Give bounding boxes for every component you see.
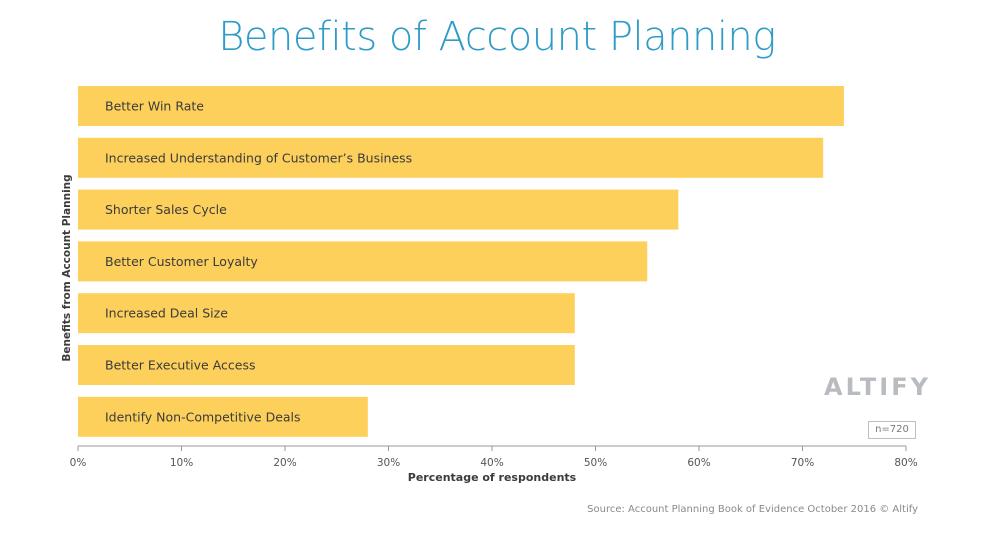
x-tick-label: 80% [894,457,917,469]
bar-label: Increased Understanding of Customer’s Bu… [105,150,412,165]
sample-size-badge: n=720 [868,421,916,439]
x-tick-label: 10% [170,457,193,469]
x-tick-label: 70% [791,457,814,469]
bar-label: Identify Non-Competitive Deals [105,409,301,424]
x-tick-label: 20% [273,457,296,469]
x-tick-label: 0% [70,457,87,469]
source-note: Source: Account Planning Book of Evidenc… [587,504,918,515]
x-tick-label: 30% [377,457,400,469]
bar [78,86,844,126]
bar [78,189,679,230]
x-tick-label: 60% [687,457,710,469]
bar [78,293,575,334]
y-axis-label: Benefits from Account Planning [61,174,73,362]
bar-label: Shorter Sales Cycle [105,202,227,217]
altify-logo: ALTIFY [824,373,931,401]
bar-label: Better Executive Access [105,358,256,373]
x-tick-label: 40% [480,457,503,469]
bar [78,241,648,282]
bar-label: Increased Deal Size [105,306,228,321]
x-axis-label: Percentage of respondents [407,471,577,484]
x-axis-ticks: 0% 10% 20% 30% 40% 50% 60% 70% 80% [70,446,918,469]
bar-label: Better Win Rate [105,99,204,114]
x-tick-label: 50% [584,457,607,469]
chart-title: Benefits of Account Planning [218,14,776,60]
bar [78,137,824,178]
bar [78,396,368,437]
bars-layer: Better Win Rate Increased Understanding o… [78,86,844,437]
bar [78,345,575,385]
bar-label: Better Customer Loyalty [105,254,258,269]
